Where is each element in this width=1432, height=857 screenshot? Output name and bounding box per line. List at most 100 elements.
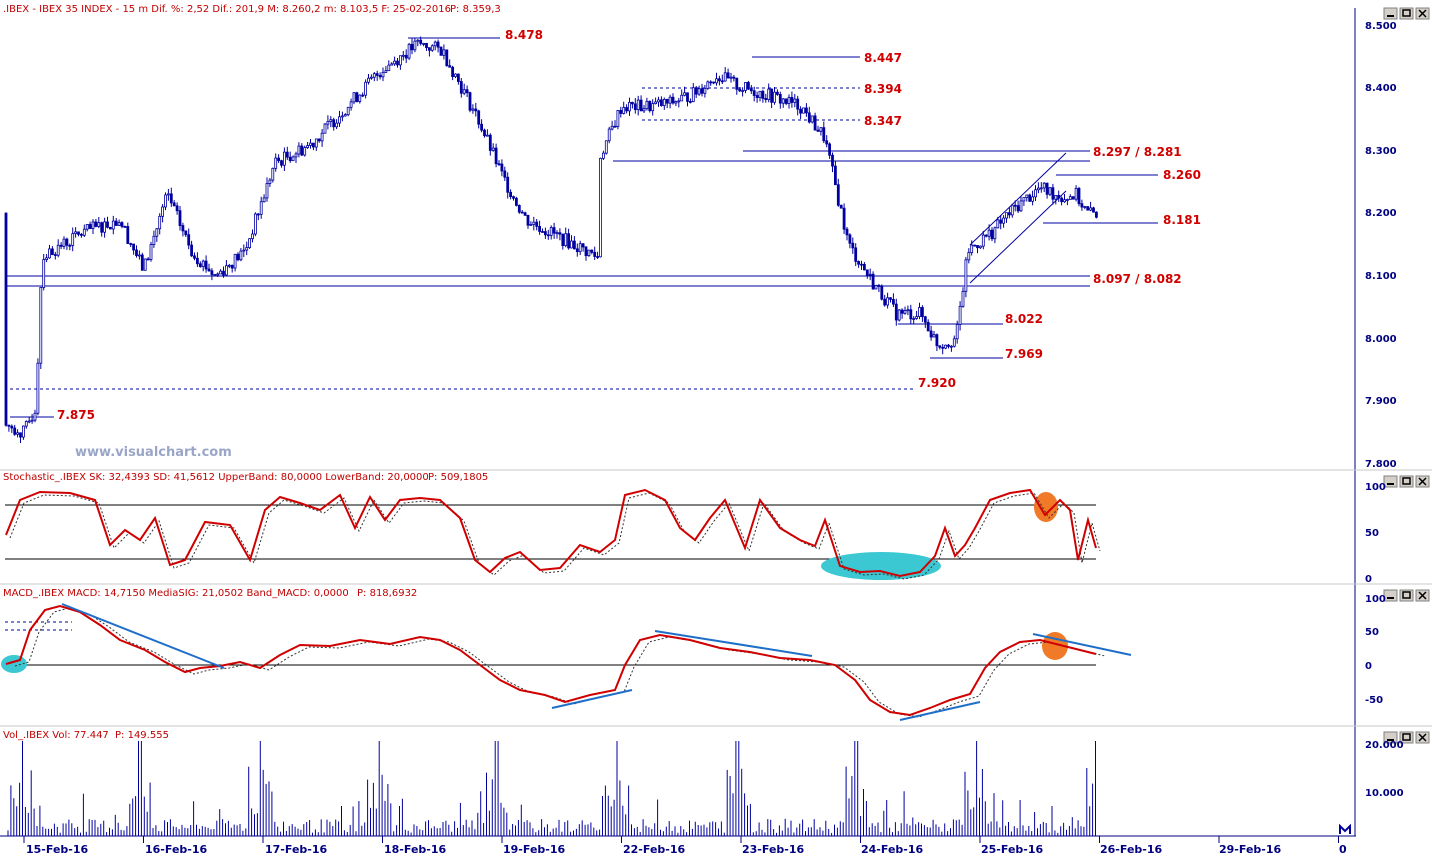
candle-body-305	[889, 297, 892, 300]
candle-body-222	[648, 100, 652, 112]
price-header: .IBEX - IBEX 35 INDEX - 15 m Dif. %: 2,5…	[3, 4, 451, 15]
candle-body-72	[213, 274, 217, 276]
candle-body-359	[1045, 182, 1049, 195]
candle-body-64	[190, 244, 194, 257]
candle-body-322	[938, 345, 942, 348]
candle-body-306	[892, 299, 895, 305]
candle-body-356	[1037, 187, 1040, 191]
channel-lower	[969, 190, 1067, 284]
volume-bars	[7, 741, 1096, 836]
candle-body-369	[1074, 188, 1078, 200]
candle-body-314	[915, 316, 918, 319]
candle-body-107	[314, 138, 318, 148]
candle-body-240	[700, 88, 704, 94]
candle-body-105	[309, 142, 312, 146]
candle-body-58	[172, 202, 176, 207]
candle-body-123	[361, 94, 365, 97]
candle-body-131	[384, 70, 388, 73]
candle-body-293	[854, 247, 858, 262]
candle-body-351	[1022, 197, 1026, 202]
candle-body-277	[807, 112, 811, 123]
level-label-7875: 7.875	[57, 408, 95, 422]
candle-body-263	[767, 88, 771, 100]
candle-body-175	[512, 196, 515, 199]
candle-body-36	[109, 226, 112, 230]
candle-body-99	[291, 156, 295, 162]
candle-body-281	[819, 127, 823, 132]
candle-body-247	[720, 80, 724, 83]
candle-body-193	[564, 233, 568, 246]
candle-body-124	[364, 81, 368, 96]
candle-body-55	[164, 194, 167, 208]
candle-body-199	[581, 243, 585, 248]
candle-body-262	[764, 98, 768, 100]
candle-body-238	[694, 87, 698, 95]
candle-body-100	[294, 153, 298, 158]
candle-body-81	[239, 250, 243, 261]
candle-body-244	[712, 81, 715, 84]
candle-body-101	[297, 145, 301, 155]
resize-grip-icon[interactable]	[1339, 823, 1351, 834]
candle-body-117	[343, 114, 347, 117]
stoch-header: Stochastic_.IBEX SK: 32,4393 SD: 41,5612…	[3, 472, 429, 483]
candle-body-76	[224, 265, 228, 276]
candle-body-163	[477, 110, 481, 125]
candle-body-336	[979, 245, 982, 249]
candle-body-198	[578, 243, 582, 253]
candle-body-141	[413, 40, 417, 51]
candle-body-156	[456, 73, 460, 82]
candle-body-286	[834, 165, 837, 186]
candle-body-361	[1051, 187, 1055, 200]
candle-body-48	[143, 258, 147, 271]
candle-body-252	[735, 77, 739, 90]
candle-body-1	[7, 424, 11, 427]
candle-body-304	[886, 297, 889, 306]
candle-body-54	[161, 206, 165, 217]
candle-body-192	[561, 233, 565, 246]
candle-body-29	[88, 224, 92, 229]
candle-body-259	[755, 95, 759, 98]
price-tick-8300: 8.300	[1365, 146, 1397, 157]
candle-body-152	[445, 49, 449, 67]
candle-body-299	[871, 273, 875, 290]
candle-body-191	[558, 232, 562, 235]
candle-body-74	[219, 270, 223, 275]
candle-body-133	[390, 63, 394, 66]
candle-body-297	[865, 269, 869, 276]
candle-body-295	[860, 263, 863, 266]
candle-body-301	[877, 285, 881, 287]
candle-body-368	[1071, 196, 1075, 200]
candle-body-376	[1095, 211, 1098, 218]
candle-body-283	[825, 140, 829, 145]
candle-body-371	[1080, 203, 1084, 208]
candle-body-265	[773, 91, 776, 103]
candle-body-146	[427, 47, 431, 51]
candle-body-90	[265, 183, 269, 199]
candle-body-340	[990, 229, 994, 240]
candle-body-308	[897, 309, 901, 321]
candle-body-8	[27, 420, 31, 423]
maximize-icon	[1402, 591, 1411, 599]
candle-body-275	[802, 107, 805, 114]
candle-body-310	[903, 310, 907, 314]
candle-body-341	[993, 227, 997, 240]
candle-body-261	[761, 90, 765, 99]
candle-body-65	[193, 255, 196, 259]
candle-body-345	[1005, 212, 1008, 219]
candle-body-246	[718, 78, 721, 82]
candle-body-27	[82, 228, 86, 236]
candle-body-234	[683, 92, 686, 96]
candle-body-343	[999, 219, 1003, 224]
candle-body-232	[677, 100, 681, 103]
candle-body-59	[175, 205, 179, 212]
candle-body-129	[378, 75, 382, 78]
vol-tick-20000: 20.000	[1365, 740, 1404, 751]
candle-body-19	[59, 244, 63, 247]
candle-body-243	[709, 81, 713, 84]
panel-window-buttons[interactable]	[1383, 7, 1430, 744]
close-icon	[1418, 733, 1427, 742]
price-tick-7800: 7.800	[1365, 459, 1397, 470]
macd-tick-0: 0	[1365, 661, 1372, 672]
candle-body-279	[813, 115, 817, 131]
candle-body-149	[436, 41, 440, 48]
